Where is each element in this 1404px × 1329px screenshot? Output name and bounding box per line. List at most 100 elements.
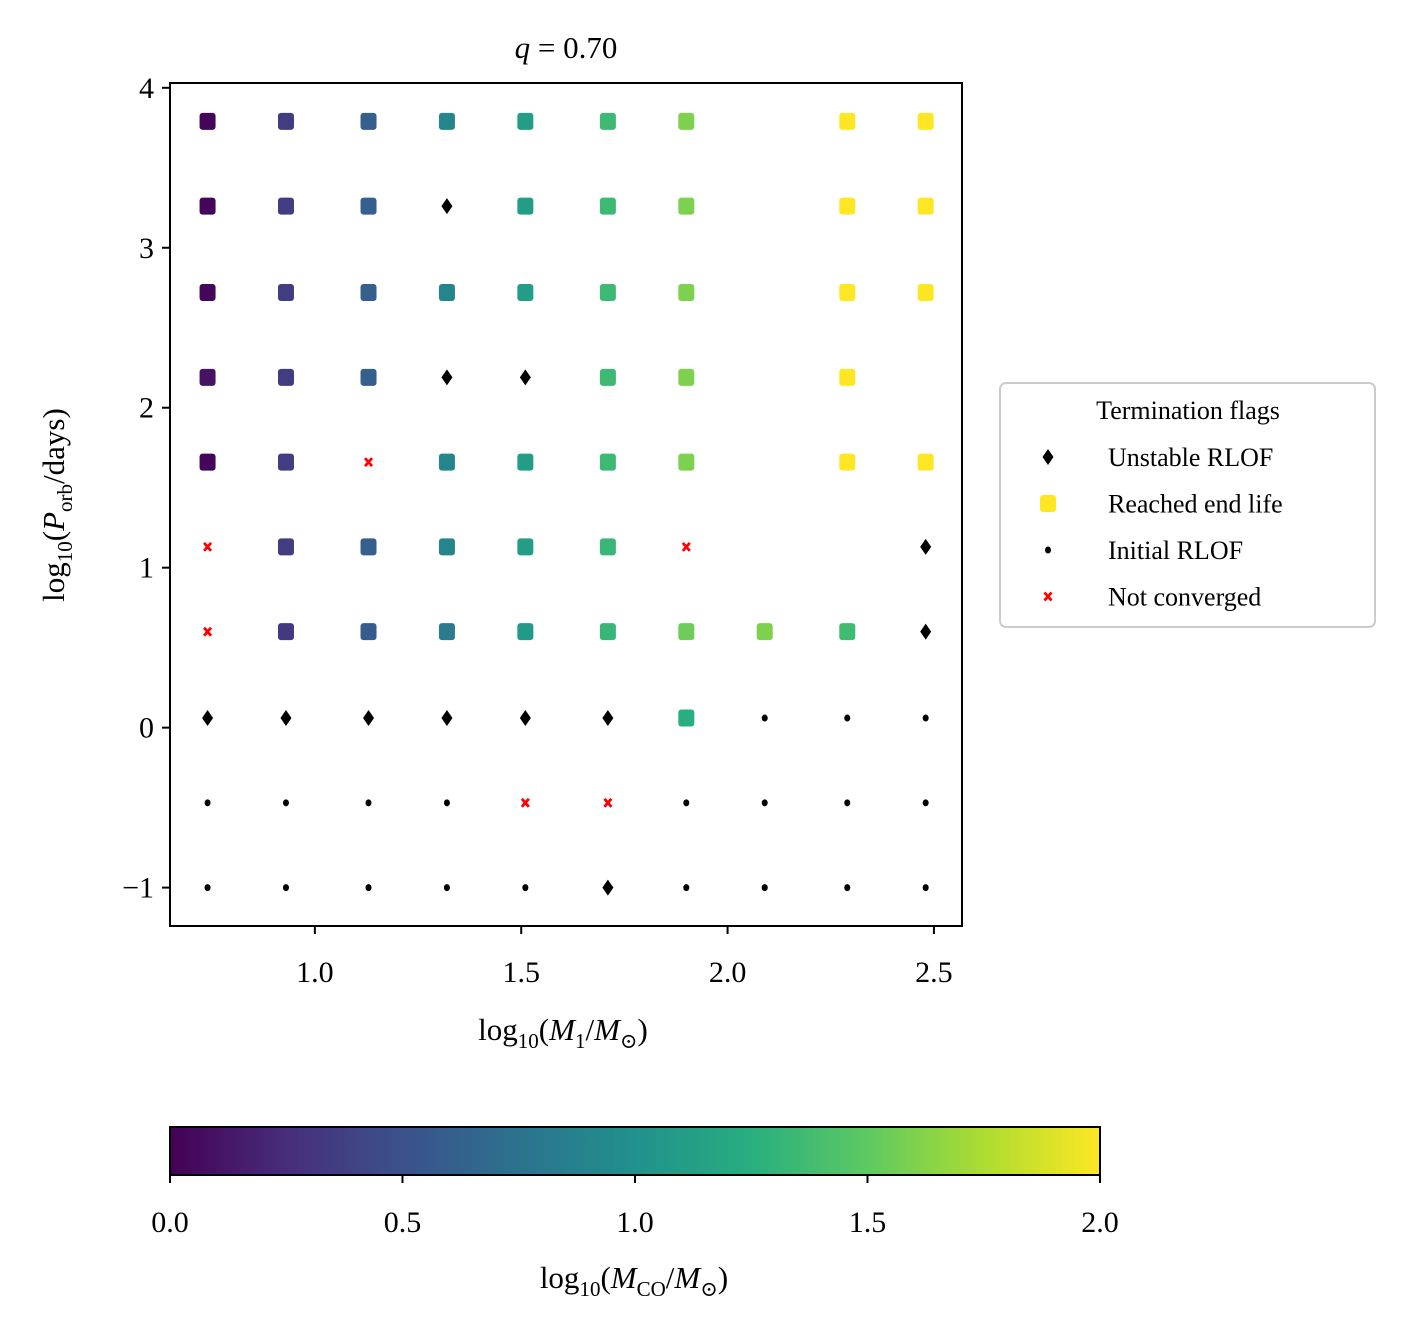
marker-unstable-rlof	[363, 710, 375, 727]
marker-initial-rlof	[443, 799, 450, 807]
marker-reached-end-life	[839, 112, 856, 130]
marker-reached-end-life	[756, 623, 773, 641]
marker-unstable-rlof	[441, 710, 453, 727]
marker-reached-end-life	[599, 453, 616, 471]
marker-not-converged	[203, 626, 213, 637]
marker-initial-rlof	[761, 714, 768, 722]
marker-initial-rlof	[683, 884, 690, 892]
marker-unstable-rlof	[920, 623, 932, 640]
marker-reached-end-life	[277, 453, 294, 471]
marker-reached-end-life	[277, 197, 294, 215]
y-tick-label: 4	[139, 72, 154, 105]
colorbar-tick-label: 1.0	[616, 1206, 654, 1239]
x-tick-label: 1.0	[296, 956, 334, 989]
marker-not-converged	[603, 797, 613, 808]
marker-reached-end-life	[517, 538, 534, 556]
marker-reached-end-life	[360, 538, 377, 556]
marker-reached-end-life	[839, 197, 856, 215]
marker-reached-end-life	[517, 623, 534, 641]
marker-reached-end-life	[360, 112, 377, 130]
legend-label: Reached end life	[1108, 490, 1283, 519]
marker-reached-end-life	[839, 453, 856, 471]
marker-reached-end-life	[199, 112, 216, 130]
y-tick-label: 0	[139, 712, 154, 745]
marker-reached-end-life	[199, 197, 216, 215]
marker-initial-rlof	[365, 799, 372, 807]
marker-initial-rlof	[282, 799, 289, 807]
y-tick-label: 2	[139, 392, 154, 425]
marker-reached-end-life	[438, 623, 455, 641]
marker-unstable-rlof	[602, 879, 614, 896]
marker-reached-end-life	[199, 284, 216, 302]
marker-reached-end-life	[678, 112, 695, 130]
marker-not-converged	[203, 541, 213, 552]
marker-reached-end-life	[277, 284, 294, 302]
marker-initial-rlof	[761, 799, 768, 807]
marker-reached-end-life	[839, 623, 856, 641]
marker-initial-rlof	[683, 799, 690, 807]
marker-reached-end-life	[360, 284, 377, 302]
marker-reached-end-life	[599, 197, 616, 215]
legend-marker-I	[1045, 546, 1051, 554]
legend-frame	[999, 382, 1376, 628]
marker-reached-end-life	[277, 368, 294, 386]
y-axis-ticks: −1 0 1 2 3 4	[122, 72, 170, 905]
marker-reached-end-life	[839, 368, 856, 386]
marker-reached-end-life	[678, 368, 695, 386]
chart-title: q = 0.70	[515, 30, 618, 65]
legend-label: Not converged	[1108, 583, 1261, 612]
marker-reached-end-life	[917, 112, 934, 130]
x-tick-label: 2.5	[915, 956, 953, 989]
x-axis-ticks: 1.0 1.5 2.0 2.5	[296, 926, 953, 989]
marker-initial-rlof	[844, 799, 851, 807]
y-tick-label: 1	[139, 552, 154, 585]
marker-reached-end-life	[678, 623, 695, 641]
marker-unstable-rlof	[602, 710, 614, 727]
marker-reached-end-life	[917, 284, 934, 302]
marker-reached-end-life	[438, 284, 455, 302]
marker-initial-rlof	[204, 884, 211, 892]
marker-reached-end-life	[599, 284, 616, 302]
marker-reached-end-life	[438, 538, 455, 556]
marker-reached-end-life	[599, 368, 616, 386]
marker-reached-end-life	[678, 284, 695, 302]
marker-unstable-rlof	[920, 538, 932, 555]
marker-not-converged	[520, 797, 530, 808]
marker-initial-rlof	[204, 799, 211, 807]
marker-reached-end-life	[199, 368, 216, 386]
legend-label: Initial RLOF	[1108, 536, 1243, 565]
marker-reached-end-life	[917, 453, 934, 471]
marker-initial-rlof	[522, 884, 529, 892]
marker-initial-rlof	[282, 884, 289, 892]
marker-reached-end-life	[277, 623, 294, 641]
marker-reached-end-life	[517, 197, 534, 215]
marker-reached-end-life	[678, 709, 695, 727]
y-tick-label: −1	[122, 872, 154, 905]
marker-not-converged	[681, 541, 691, 552]
y-axis-label: log10(Porb/days)	[36, 408, 77, 602]
marker-unstable-rlof	[202, 710, 214, 727]
marker-initial-rlof	[443, 884, 450, 892]
marker-reached-end-life	[599, 112, 616, 130]
marker-initial-rlof	[365, 884, 372, 892]
marker-reached-end-life	[839, 284, 856, 302]
marker-reached-end-life	[517, 284, 534, 302]
marker-reached-end-life	[277, 112, 294, 130]
colorbar-tick-label: 2.0	[1081, 1206, 1119, 1239]
x-tick-label: 1.5	[502, 956, 540, 989]
marker-reached-end-life	[517, 453, 534, 471]
marker-reached-end-life	[678, 453, 695, 471]
marker-initial-rlof	[922, 714, 929, 722]
marker-unstable-rlof	[280, 710, 292, 727]
marker-not-converged	[363, 457, 374, 468]
marker-initial-rlof	[761, 884, 768, 892]
marker-unstable-rlof	[441, 198, 453, 215]
marker-reached-end-life	[438, 453, 455, 471]
colorbar-label: log10(MCO/M⊙)	[540, 1260, 728, 1301]
legend-marker-S	[1040, 495, 1056, 512]
marker-reached-end-life	[599, 623, 616, 641]
colorbar-tick-label: 0.5	[384, 1206, 422, 1239]
marker-reached-end-life	[678, 197, 695, 215]
x-axis-label: log10(M1/M⊙)	[478, 1012, 648, 1053]
legend-label: Unstable RLOF	[1108, 443, 1273, 472]
